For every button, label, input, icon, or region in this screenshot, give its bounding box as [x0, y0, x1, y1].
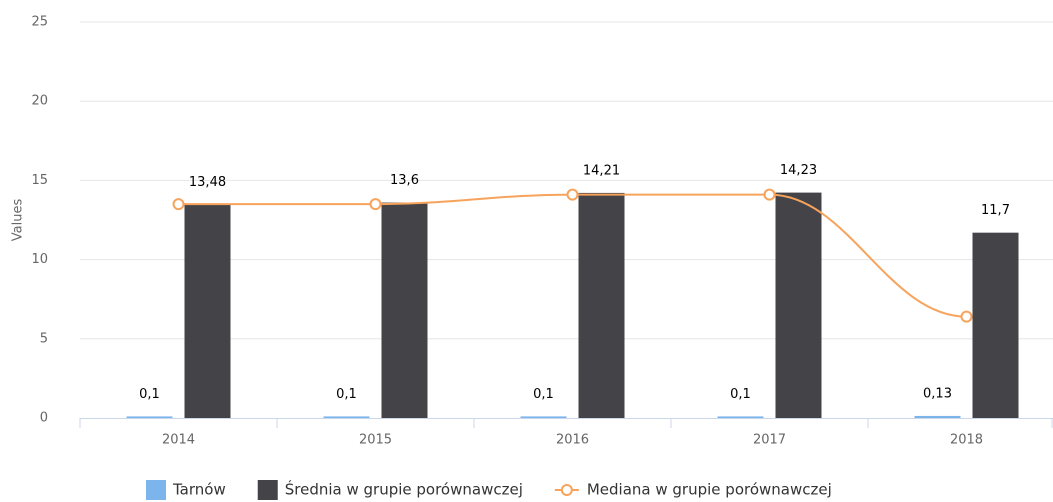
x-tick-label: 2018: [950, 433, 983, 448]
y-axis-label: Values: [11, 199, 26, 242]
bar: [914, 415, 961, 418]
data-label: 14,23: [780, 163, 817, 178]
data-label: 0,13: [923, 386, 952, 401]
data-label: 0,1: [139, 387, 160, 402]
line-point: [960, 310, 973, 323]
data-label: 0,1: [730, 387, 751, 402]
bar: [184, 204, 231, 418]
bar: [126, 416, 173, 418]
bar: [323, 416, 370, 418]
data-label: 13,48: [189, 175, 226, 190]
legend-symbol: [560, 484, 573, 496]
bar: [775, 192, 822, 418]
legend-label: Mediana w grupie porównawczej: [587, 481, 832, 499]
line-point: [763, 188, 776, 201]
x-tick-label: 2016: [556, 433, 589, 448]
legend-symbol: [146, 480, 166, 500]
legend-label: Tarnów: [172, 481, 226, 499]
data-label: 13,6: [390, 173, 419, 188]
data-label: 0,1: [336, 387, 357, 402]
data-label: 11,7: [981, 203, 1010, 218]
line-point: [172, 198, 185, 211]
line-point: [369, 198, 382, 211]
y-tick-label: 5: [40, 331, 48, 346]
data-label: 14,21: [583, 163, 620, 178]
bar: [717, 416, 764, 418]
x-tick-label: 2017: [753, 433, 786, 448]
data-label: 0,1: [533, 387, 554, 402]
y-tick-label: 10: [31, 252, 48, 267]
y-tick-label: 20: [31, 94, 48, 109]
line: [178, 193, 967, 318]
y-tick-label: 0: [40, 411, 48, 426]
y-tick-label: 25: [31, 15, 48, 30]
bar: [972, 232, 1019, 418]
bar: [520, 416, 567, 418]
x-tick-label: 2015: [359, 433, 392, 448]
x-tick-label: 2014: [162, 433, 195, 448]
line-point: [566, 188, 579, 201]
legend-label: Średnia w grupie porównawczej: [285, 480, 523, 499]
legend-symbol: [257, 480, 278, 500]
bar: [381, 202, 428, 418]
y-tick-label: 15: [31, 173, 48, 188]
bar: [578, 192, 625, 418]
